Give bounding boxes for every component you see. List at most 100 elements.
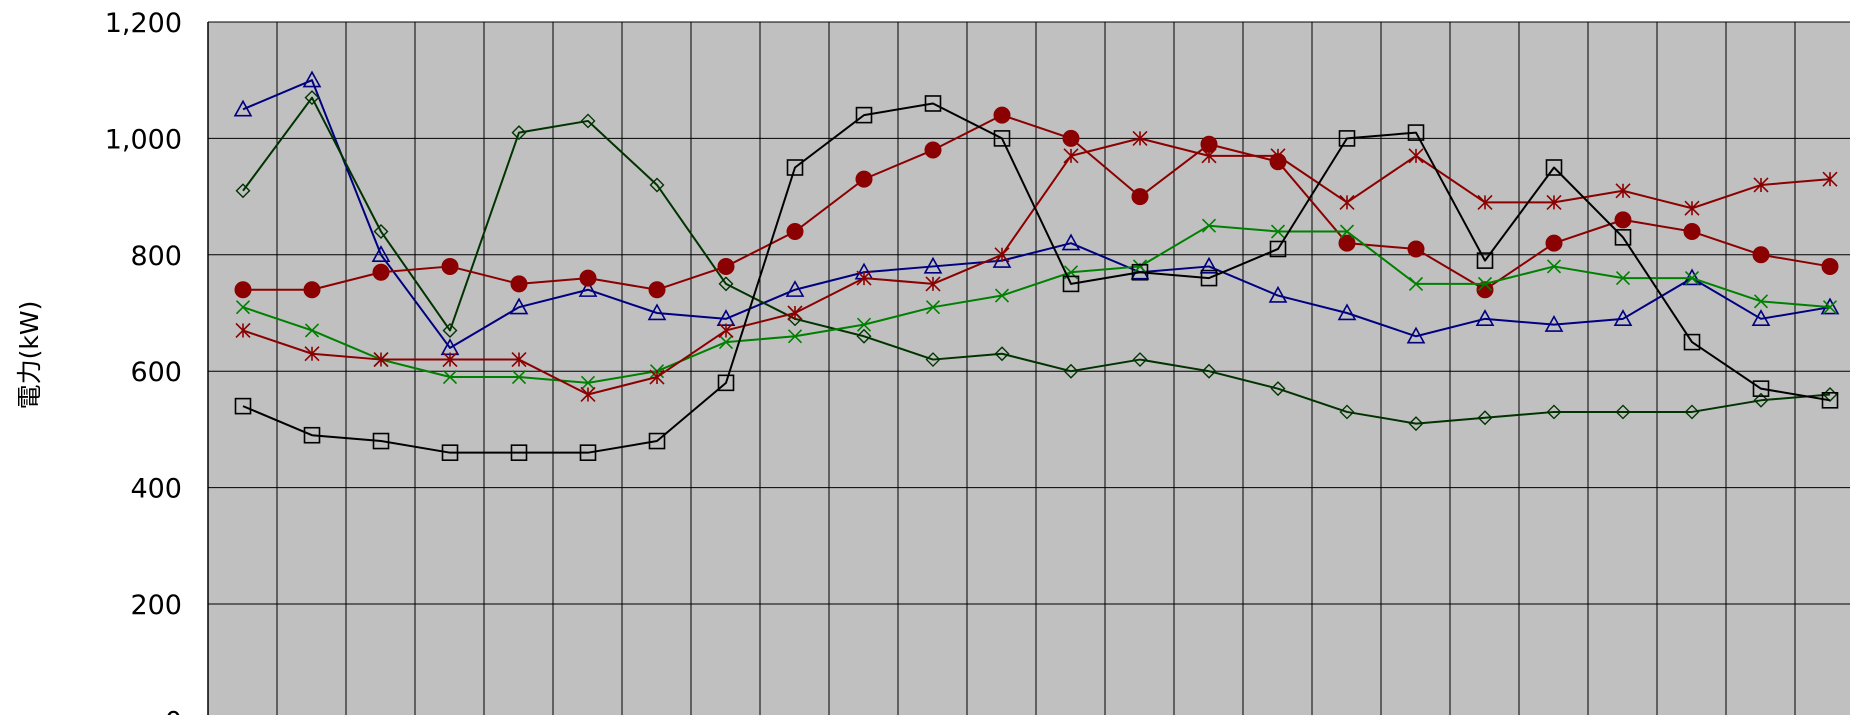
y-tick-label: 800: [130, 241, 182, 272]
series-6: [234, 95, 1839, 461]
data-point-x: [1132, 259, 1148, 274]
series-5: [235, 130, 1838, 403]
data-point-square: [1683, 333, 1701, 351]
data-point-triangle: [1751, 309, 1771, 327]
data-point-diamond: [1684, 404, 1700, 420]
data-point-star: [718, 322, 734, 339]
y-tick-label: 1,200: [105, 8, 182, 39]
data-point-circle: [993, 106, 1011, 124]
data-point-x: [787, 329, 803, 344]
data-point-square: [1062, 275, 1080, 293]
data-point-circle: [1683, 223, 1701, 241]
y-tick-label: 600: [130, 357, 182, 388]
data-point-circle: [1821, 257, 1839, 275]
data-point-star: [856, 270, 872, 286]
data-point-x: [1339, 224, 1355, 239]
data-point-star: [1546, 194, 1562, 210]
data-point-square: [303, 426, 321, 444]
data-point-circle: [441, 257, 459, 275]
data-point-x: [511, 369, 527, 385]
y-tick-label: 1,000: [105, 124, 182, 155]
data-point-circle: [648, 281, 666, 299]
data-point-triangle: [1061, 233, 1081, 251]
data-point-triangle: [1337, 303, 1357, 321]
series-4: [235, 218, 1838, 390]
data-point-triangle: [1406, 326, 1426, 344]
data-point-x: [1546, 259, 1562, 274]
data-point-circle: [1407, 240, 1425, 258]
data-point-star: [580, 386, 596, 403]
data-point-triangle: [233, 99, 253, 117]
data-point-x: [1270, 224, 1286, 239]
data-point-triangle: [1199, 256, 1219, 274]
data-point-x: [925, 300, 941, 315]
data-point-star: [511, 351, 527, 368]
data-point-circle: [1338, 234, 1356, 252]
data-point-square: [993, 130, 1011, 147]
data-point-square: [1752, 380, 1770, 397]
data-point-circle: [579, 269, 597, 287]
data-point-star: [442, 351, 458, 368]
data-point-square: [510, 444, 528, 461]
data-point-star: [1201, 148, 1217, 164]
data-point-star: [235, 322, 251, 339]
series-line: [243, 114, 1831, 291]
data-point-triangle: [1613, 309, 1633, 327]
data-point-x: [1408, 276, 1424, 291]
series-line: [242, 137, 1831, 396]
data-point-square: [441, 444, 459, 461]
series-group: [233, 70, 1840, 461]
data-point-diamond: [856, 328, 872, 344]
y-axis-label: 電力(kW): [15, 301, 44, 410]
data-point-diamond: [1339, 404, 1355, 420]
data-point-x: [580, 375, 596, 390]
series-3: [234, 106, 1839, 299]
data-point-square: [1200, 269, 1218, 287]
data-point-diamond: [1132, 352, 1148, 368]
data-point-star: [373, 351, 389, 368]
data-point-square: [1131, 263, 1149, 281]
data-point-square: [579, 444, 597, 461]
data-point-triangle: [785, 280, 805, 297]
data-point-circle: [1131, 188, 1149, 206]
data-point-square: [786, 159, 804, 176]
data-point-circle: [1752, 246, 1770, 264]
data-point-star: [1408, 148, 1424, 164]
data-point-diamond: [649, 177, 665, 193]
data-point-star: [1822, 171, 1838, 187]
data-point-x: [1477, 276, 1493, 291]
data-point-circle: [234, 281, 252, 299]
series-1: [233, 70, 1840, 356]
data-point-triangle: [1268, 285, 1288, 303]
data-point-diamond: [1063, 363, 1079, 379]
data-point-square: [1476, 252, 1494, 269]
y-tick-label: 0: [165, 706, 182, 715]
data-point-square: [234, 397, 252, 415]
y-tick-label: 200: [130, 590, 182, 621]
data-point-star: [1270, 148, 1286, 164]
data-point-triangle: [578, 280, 598, 297]
data-point-triangle: [1475, 309, 1495, 327]
data-point-star: [1753, 177, 1769, 193]
series-line: [242, 102, 1831, 454]
data-point-star: [304, 346, 320, 362]
data-point-circle: [786, 223, 804, 241]
y-axis-tick-labels: 0 200 400 600 800 1,000 1,200: [105, 8, 182, 720]
grid-lines: [207, 21, 1850, 720]
data-point-x: [1753, 294, 1769, 309]
data-point-x: [718, 335, 734, 350]
data-point-triangle: [923, 256, 943, 274]
data-point-diamond: [235, 183, 251, 199]
data-point-star: [1615, 183, 1631, 199]
data-point-circle: [924, 141, 942, 159]
data-point-circle: [1476, 281, 1494, 299]
data-point-x: [1201, 218, 1217, 233]
data-point-circle: [717, 257, 735, 275]
data-point-square: [855, 106, 873, 124]
data-point-star: [1063, 148, 1079, 164]
data-point-x: [856, 317, 872, 332]
data-point-triangle: [1544, 314, 1564, 332]
data-point-x: [994, 288, 1010, 303]
